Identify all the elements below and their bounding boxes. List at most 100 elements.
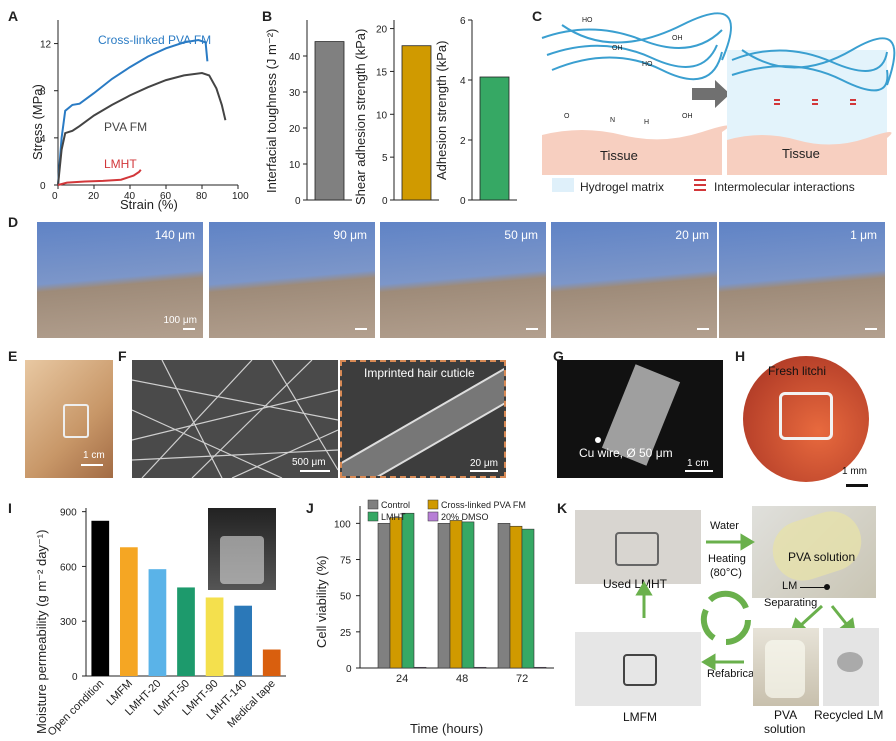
tissue-label-left: Tissue [600,148,638,163]
bar [473,666,487,669]
litchi-circuit [779,392,833,440]
y-label-shear: Shear adhesion strength (kPa) [353,29,368,205]
tissue-right [727,132,892,175]
circuit-pattern [615,532,659,566]
chem-label: OH [612,45,623,52]
vial [765,640,805,698]
bar [401,512,415,669]
legend-interaction-label: Intermolecular interactions [714,180,855,194]
adhesion-schematic: HO OH HO OH O N H OH Tissue Tissue Hydro… [541,12,896,194]
cu-wire-photo: Cu wire, Ø 50 μm 1 cm [557,360,723,478]
jar-photo [208,508,276,590]
bar [461,521,475,669]
chem-label: HO [582,17,593,24]
bar [521,528,535,669]
x-tick-label: 72 [516,673,528,685]
polymer-network-left [541,12,732,81]
bar [401,45,432,201]
lm-droplet [837,652,863,672]
pva-solution-label: PVA solution [788,550,856,564]
chem-label: O [564,113,570,120]
y-tick-label: 100 [334,519,351,530]
panel-label-j: J [306,500,314,516]
hydroxyl-labels-left: HO OH HO OH [582,17,683,68]
bar [533,666,547,669]
skin-photo: 1 cm [25,360,113,478]
x-tick-label: 20 [88,191,100,202]
scale-label: 1 cm [687,458,709,469]
y-tick-label: 300 [60,617,77,628]
bar [497,523,511,669]
circuit-pattern [623,654,657,686]
legend-swatch [427,499,439,510]
y-tick-label: 900 [60,508,77,519]
panel-label-g: G [553,348,564,364]
panel-label-e: E [8,348,18,364]
y-label-toughness: Interfacial toughness (J m⁻²) [264,29,279,193]
sem-image-high-mag: Imprinted hair cuticle 20 μm [340,360,506,478]
jar [220,536,264,584]
bar [120,547,138,676]
bar [413,666,427,669]
lm-label: LM [782,580,798,592]
stress-strain-chart: 0 20 40 60 80 100 0 4 8 12 Cross-linked PVA FM PV… [30,20,249,212]
y-tick-label: 0 [346,664,352,675]
tissue-label-right: Tissue [782,146,820,161]
legend-label: Cross-linked PVA FM [441,500,526,510]
scale-bar [865,328,877,330]
y-tick-label: 12 [40,40,52,51]
legend-hydrogel-label: Hydrogel matrix [580,180,664,194]
adhesion-bar-charts: 0 10 20 30 40 0 5 10 15 20 0 2 4 6 Interfacial toughn… [264,16,517,207]
thickness-label: 50 μm [504,228,538,242]
legend-interaction-swatch [694,179,706,191]
scale-bar [470,470,498,472]
x-tick-label: 24 [396,673,408,685]
panel-label-d: D [8,214,19,230]
x-tick-label: 80 [196,191,208,202]
y-tick-label: 75 [340,556,352,567]
thickness-label: 1 μm [850,228,877,242]
bar [389,517,403,669]
y-tick-label: 50 [340,592,352,603]
chem-label: OH [682,113,693,120]
x-axis-label: Strain (%) [120,197,178,212]
bar [314,41,345,201]
scale-label: 1 cm [83,450,105,461]
y-tick-label: 2 [460,136,466,147]
used-lmht-label: Used LMHT [603,577,668,591]
temp-label: (80°C) [710,567,742,579]
lmfm-photo [575,632,701,706]
scale-bar [300,470,330,472]
x-tick-label: Open condition [46,678,107,739]
panel-label-h: H [735,348,746,364]
interaction-markers [774,99,856,105]
bar [91,520,110,676]
x-tick-label: 60 [160,191,172,202]
y-tick-label: 15 [376,67,388,78]
scale-label-right: 20 μm [470,458,498,469]
legend-label: 20% DMSO [441,512,489,522]
panel-label-f: F [118,348,127,364]
pva-solution-vial-photo [753,628,819,706]
microscope-image-4: 20 μm [551,222,717,338]
y-tick-label: 8 [40,87,46,98]
inset-title: Imprinted hair cuticle [364,366,475,380]
scale-label: 1 mm [842,466,867,477]
lmfm-label: LMFM [623,710,657,724]
y-tick-label: 10 [376,110,388,121]
scale-label-left: 500 μm [292,457,326,468]
y-tick-label: 0 [460,196,466,207]
legend-label: LMHT [381,512,406,522]
separating-label: Separating [764,597,818,609]
scale-bar [526,328,538,330]
litchi-title: Fresh litchi [768,364,827,378]
y-tick-label: 25 [340,628,352,639]
used-lmht-photo [575,510,701,584]
y-tick-label: 30 [289,88,301,99]
legend-swatch [427,511,439,522]
recycled-lm-photo [823,628,879,706]
chem-label: OH [672,35,683,42]
scale-label: 100 μm [163,315,197,326]
scale-bar [697,328,709,330]
series-line [57,38,209,186]
